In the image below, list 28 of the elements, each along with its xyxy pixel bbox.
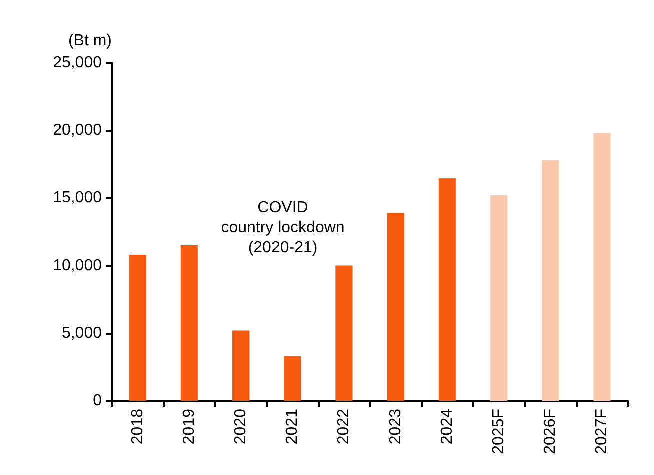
x-tick-label: 2019 bbox=[180, 408, 198, 445]
bar bbox=[542, 160, 560, 401]
y-tick-label: 5,000 bbox=[62, 324, 102, 342]
x-tick-label: 2026F bbox=[542, 408, 560, 454]
y-tick-label: 20,000 bbox=[53, 122, 102, 140]
bar bbox=[594, 133, 611, 401]
bar bbox=[129, 254, 146, 401]
x-tick-label: 2024 bbox=[438, 408, 456, 445]
x-tick-label: 2018 bbox=[129, 408, 146, 445]
x-tick-label: 2020 bbox=[232, 408, 250, 445]
y-tick-label: 25,000 bbox=[53, 54, 102, 72]
x-tick-label: 2021 bbox=[284, 408, 302, 445]
y-tick-label: 15,000 bbox=[53, 190, 102, 207]
y-tick-label: 0 bbox=[93, 392, 102, 410]
bar bbox=[490, 195, 508, 401]
bar bbox=[336, 266, 353, 401]
bar bbox=[232, 330, 250, 401]
x-tick-label: 2025F bbox=[490, 408, 508, 454]
y-tick-label: 10,000 bbox=[53, 257, 102, 274]
x-tick-label: 2022 bbox=[336, 408, 353, 445]
bar bbox=[180, 246, 198, 401]
x-tick-label: 2023 bbox=[387, 408, 404, 445]
annotation: COVID country lockdown (2020-21) bbox=[221, 200, 345, 256]
bar bbox=[387, 213, 404, 401]
x-tick-label: 2027F bbox=[594, 408, 611, 454]
bar bbox=[284, 356, 302, 401]
y-axis-title: (Bt m) bbox=[68, 32, 112, 50]
bar bbox=[438, 178, 456, 401]
